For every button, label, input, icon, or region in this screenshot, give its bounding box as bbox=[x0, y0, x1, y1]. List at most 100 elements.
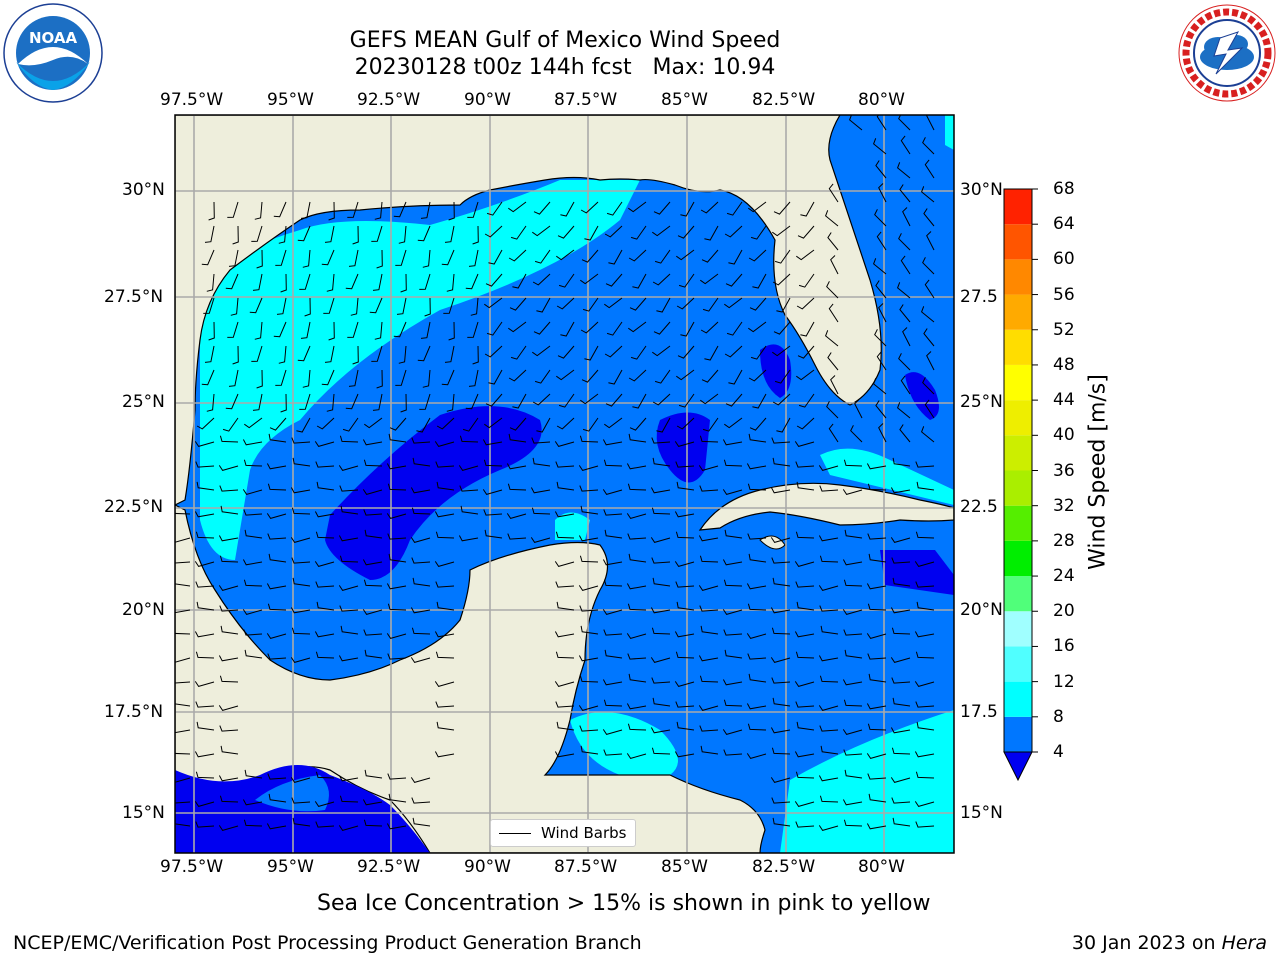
wind-barb bbox=[627, 483, 647, 491]
wind-barb bbox=[897, 282, 911, 299]
wind-barb bbox=[675, 651, 695, 659]
wind-barb bbox=[300, 321, 311, 339]
wind-barb bbox=[748, 201, 767, 213]
wind-barb bbox=[506, 513, 527, 519]
wind-barb bbox=[770, 607, 791, 614]
wind-barb bbox=[195, 771, 215, 779]
wind-barb bbox=[875, 160, 887, 179]
wind-barb bbox=[581, 249, 599, 263]
wind-barb bbox=[218, 655, 239, 662]
wind-barb bbox=[387, 773, 407, 780]
wind-barb bbox=[275, 249, 287, 266]
wind-barb bbox=[340, 625, 359, 635]
wind-barb bbox=[603, 749, 623, 756]
wind-barb bbox=[387, 483, 407, 491]
wind-barb bbox=[410, 537, 431, 543]
wind-zone-calm-bahamas bbox=[905, 372, 939, 420]
wind-barb bbox=[699, 675, 719, 683]
wind-barb bbox=[897, 162, 911, 179]
wind-barb bbox=[444, 225, 455, 243]
wind-barb bbox=[699, 485, 719, 492]
wind-barb bbox=[921, 306, 935, 323]
wind-barb bbox=[878, 183, 887, 203]
wind-barb bbox=[512, 273, 527, 289]
wind-barb bbox=[699, 555, 719, 563]
wind-barb bbox=[654, 369, 671, 384]
wind-barb bbox=[842, 729, 863, 735]
wind-barb bbox=[175, 609, 191, 614]
wind-barb bbox=[818, 705, 839, 711]
wind-barb bbox=[268, 433, 287, 443]
wind-barb bbox=[902, 327, 911, 347]
wind-barb bbox=[472, 345, 479, 365]
wind-barb bbox=[826, 401, 839, 419]
wind-barb bbox=[675, 701, 695, 708]
wind-barb bbox=[891, 747, 911, 755]
colorbar-segment bbox=[1004, 259, 1032, 295]
wind-barb bbox=[444, 345, 455, 363]
wind-barb bbox=[393, 321, 407, 338]
colorbar-tick-label: 24 bbox=[1053, 566, 1075, 587]
wind-barb bbox=[555, 581, 575, 588]
wind-barb bbox=[771, 627, 791, 635]
wind-barb bbox=[531, 437, 551, 444]
wind-barb bbox=[652, 457, 671, 467]
wind-barb bbox=[825, 330, 839, 347]
wind-barb bbox=[748, 433, 767, 443]
wind-barb bbox=[510, 225, 527, 240]
wind-barb bbox=[556, 601, 575, 611]
wind-barb bbox=[232, 225, 239, 245]
wind-barb bbox=[195, 651, 215, 659]
wind-barb bbox=[603, 459, 623, 467]
wind-barb bbox=[436, 601, 455, 611]
wind-barb bbox=[677, 225, 695, 239]
wind-barb bbox=[228, 369, 239, 387]
wind-barb bbox=[218, 465, 239, 471]
wind-barb bbox=[292, 577, 311, 587]
wind-barb bbox=[900, 375, 911, 395]
wind-barb bbox=[651, 557, 671, 564]
wind-barb bbox=[916, 481, 935, 491]
wind-barb bbox=[580, 201, 599, 214]
wind-barb bbox=[363, 819, 383, 827]
wind-barb bbox=[652, 697, 671, 707]
wind-barb bbox=[627, 603, 647, 611]
wind-barb bbox=[482, 439, 503, 446]
wind-barb bbox=[748, 673, 767, 683]
wind-barb bbox=[722, 679, 743, 686]
wind-barb bbox=[578, 655, 599, 662]
wind-barb bbox=[227, 321, 239, 338]
wind-barb bbox=[580, 745, 599, 755]
wind-barb bbox=[674, 561, 695, 567]
wind-barb bbox=[698, 585, 719, 591]
wind-barb bbox=[175, 729, 191, 734]
wind-barb bbox=[386, 583, 407, 590]
wind-barb bbox=[266, 583, 287, 590]
lat-label-right-1: 30°N bbox=[960, 180, 1003, 200]
wind-barb bbox=[867, 653, 887, 660]
wind-barb bbox=[196, 721, 215, 731]
lat-label-right-3: 25°N bbox=[960, 392, 1003, 412]
wind-barb bbox=[448, 201, 455, 221]
lon-label-top-2: 95°W bbox=[267, 90, 314, 110]
wind-barb bbox=[555, 651, 575, 659]
wind-barb bbox=[371, 345, 383, 362]
colorbar-segment bbox=[1004, 400, 1032, 436]
wind-barb bbox=[194, 561, 215, 567]
wind-barb bbox=[722, 439, 743, 446]
wind-barb bbox=[467, 321, 479, 338]
wind-barb bbox=[374, 201, 383, 220]
wind-barb bbox=[675, 531, 695, 539]
colorbar-segment bbox=[1004, 224, 1032, 260]
wind-barb bbox=[244, 769, 263, 779]
wind-barb bbox=[632, 393, 647, 409]
wind-barb bbox=[218, 535, 239, 542]
colorbar-tick-label: 4 bbox=[1053, 742, 1064, 762]
wind-barb bbox=[630, 345, 647, 360]
wind-barb bbox=[218, 705, 239, 711]
wind-barb bbox=[243, 459, 263, 467]
wind-barb bbox=[796, 369, 815, 381]
wind-barb bbox=[584, 225, 599, 241]
wind-barb bbox=[242, 559, 263, 566]
wind-barb bbox=[606, 201, 623, 216]
